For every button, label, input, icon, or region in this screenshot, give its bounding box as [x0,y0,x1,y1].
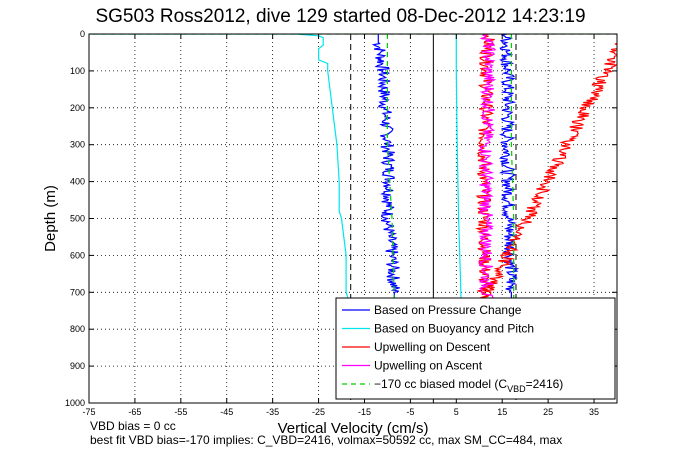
x-tick-label: 5 [454,407,459,417]
y-tick-label: 0 [80,29,85,39]
x-tick-label: -55 [174,407,187,417]
series-line [455,34,462,300]
series-line [510,34,515,300]
series-line [89,34,349,300]
x-tick-label: -5 [406,407,414,417]
x-tick-label: 15 [497,407,507,417]
x-tick-label: -15 [358,407,371,417]
y-tick-label: 600 [70,250,85,260]
y-tick-label: 200 [70,103,85,113]
x-tick-label: 25 [543,407,553,417]
legend-label: Based on Buoyancy and Pitch [374,322,534,336]
x-tick-label: 35 [589,407,599,417]
x-tick-label: -75 [82,407,95,417]
x-axis-label: Vertical Velocity (cm/s) [278,420,429,437]
legend-label: Based on Pressure Change [374,303,522,317]
y-axis-label: Depth (m) [42,185,59,252]
y-tick-label: 500 [70,214,85,224]
series-line [498,34,520,300]
series-line [477,34,497,301]
vbd-bias-note: VBD bias = 0 cc [90,419,176,433]
y-tick-label: 400 [70,177,85,187]
x-tick-label: -65 [128,407,141,417]
chart-title: SG503 Ross2012, dive 129 started 08-Dec-… [95,6,586,27]
y-tick-label: 1000 [65,398,85,408]
x-tick-label: -45 [220,407,233,417]
y-tick-label: 900 [70,361,85,371]
y-tick-label: 100 [70,66,85,76]
legend-label: Upwelling on Ascent [374,359,483,373]
legend-box [335,297,616,400]
series-line [371,34,400,300]
legend-label: −170 cc biased model (CVBD=2416) [374,377,563,394]
x-tick-label: -35 [266,407,279,417]
legend-label: Upwelling on Descent [374,340,491,354]
y-tick-label: 700 [70,287,85,297]
best-fit-note: best fit VBD bias=-170 implies: C_VBD=24… [90,433,563,447]
y-tick-label: 300 [70,140,85,150]
series-line [386,34,395,300]
x-tick-label: -25 [312,407,325,417]
y-tick-label: 800 [70,324,85,334]
